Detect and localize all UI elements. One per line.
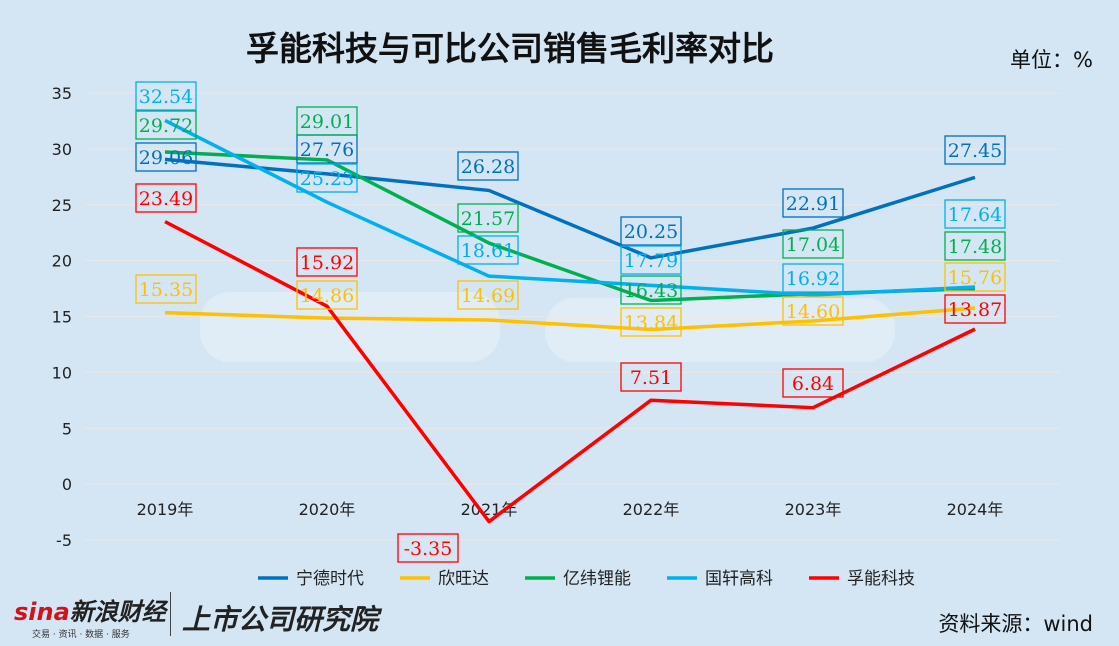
legend-item: 欣旺达 bbox=[438, 569, 489, 589]
data-label-box bbox=[944, 294, 1006, 324]
data-label: 15.76 bbox=[948, 267, 1002, 289]
data-label-box bbox=[296, 280, 358, 310]
data-label-box bbox=[135, 81, 197, 111]
data-label-box bbox=[782, 296, 844, 326]
y-tick-label: 35 bbox=[52, 84, 72, 103]
y-tick-label: 10 bbox=[52, 363, 72, 382]
series-line-宁德时代 bbox=[164, 157, 976, 260]
data-label-box bbox=[296, 106, 358, 136]
data-label: 6.84 bbox=[792, 373, 834, 395]
data-label: 27.76 bbox=[300, 139, 354, 161]
x-tick-label: 2021年 bbox=[461, 500, 518, 519]
data-label: 7.51 bbox=[630, 367, 672, 389]
data-label-box bbox=[296, 247, 358, 277]
institute-logo: 上市公司研究院 bbox=[182, 603, 379, 636]
data-label: 32.54 bbox=[139, 86, 193, 108]
data-label: 16.92 bbox=[786, 268, 840, 290]
y-tick-label: 25 bbox=[52, 196, 72, 215]
data-label: 29.06 bbox=[139, 147, 193, 169]
legend-item: 国轩高科 bbox=[705, 569, 773, 589]
data-label: 17.04 bbox=[786, 234, 840, 256]
data-label: 13.84 bbox=[624, 312, 678, 334]
logo-divider bbox=[170, 592, 171, 636]
data-label-box bbox=[620, 307, 682, 337]
data-label: -3.35 bbox=[404, 538, 453, 560]
data-label-box bbox=[620, 216, 682, 246]
data-label: 17.48 bbox=[948, 236, 1002, 258]
data-label: 17.64 bbox=[948, 204, 1002, 226]
data-label-box bbox=[782, 263, 844, 293]
unit-label: 单位：% bbox=[1010, 48, 1093, 72]
data-label-box bbox=[135, 110, 197, 140]
data-label-box bbox=[620, 275, 682, 305]
data-label: 26.28 bbox=[461, 156, 515, 178]
data-label-box bbox=[397, 533, 459, 563]
data-label: 13.87 bbox=[948, 299, 1002, 321]
x-tick-label: 2024年 bbox=[947, 500, 1004, 519]
data-label-box bbox=[620, 245, 682, 275]
x-tick-label: 2019年 bbox=[137, 500, 194, 519]
data-label-box bbox=[457, 151, 519, 181]
data-label-box bbox=[135, 274, 197, 304]
data-label-box bbox=[135, 183, 197, 213]
legend-item: 宁德时代 bbox=[296, 569, 364, 589]
legend-item: 孚能科技 bbox=[847, 569, 915, 589]
data-label-box bbox=[135, 142, 197, 172]
sina-finance-logo: sina新浪财经 交易 · 资讯 · 数据 · 服务 bbox=[14, 598, 166, 640]
data-label: 14.60 bbox=[786, 301, 840, 323]
data-label: 15.92 bbox=[300, 252, 354, 274]
data-label: 25.23 bbox=[300, 168, 354, 190]
y-tick-label: 5 bbox=[62, 419, 72, 438]
data-label-box bbox=[944, 231, 1006, 261]
data-label: 21.57 bbox=[461, 208, 515, 230]
data-label-box bbox=[944, 199, 1006, 229]
data-label-box bbox=[620, 362, 682, 392]
y-tick-label: 20 bbox=[52, 252, 72, 271]
series-line-欣旺达 bbox=[164, 306, 976, 332]
y-tick-label: 0 bbox=[62, 475, 72, 494]
series-line-孚能科技 bbox=[164, 220, 976, 524]
data-label: 17.79 bbox=[624, 250, 678, 272]
legend-item: 亿纬锂能 bbox=[563, 569, 631, 589]
data-label: 23.49 bbox=[139, 188, 193, 210]
series-line-亿纬锂能 bbox=[164, 150, 976, 303]
x-tick-label: 2020年 bbox=[299, 500, 356, 519]
data-label: 14.69 bbox=[461, 285, 515, 307]
series-line-国轩高科 bbox=[164, 118, 976, 297]
data-label: 14.86 bbox=[300, 285, 354, 307]
source-note: 资料来源：wind bbox=[938, 612, 1093, 636]
chart-title: 孚能科技与可比公司销售毛利率对比 bbox=[246, 29, 774, 68]
x-tick-label: 2022年 bbox=[623, 500, 680, 519]
data-label-box bbox=[457, 235, 519, 265]
data-label: 18.61 bbox=[461, 240, 515, 262]
watermark-institute bbox=[545, 298, 895, 362]
watermark-brand bbox=[200, 292, 500, 362]
data-label-box bbox=[944, 135, 1006, 165]
data-label-box bbox=[944, 262, 1006, 292]
data-label-box bbox=[782, 368, 844, 398]
y-tick-label: -5 bbox=[56, 531, 72, 550]
x-tick-label: 2023年 bbox=[785, 500, 842, 519]
data-label-box bbox=[457, 280, 519, 310]
y-tick-label: 15 bbox=[52, 308, 72, 327]
data-label-box bbox=[457, 203, 519, 233]
data-label-box bbox=[296, 163, 358, 193]
data-label: 29.01 bbox=[300, 111, 354, 133]
data-label: 16.43 bbox=[624, 280, 678, 302]
data-label: 20.25 bbox=[624, 221, 678, 243]
data-label: 22.91 bbox=[786, 193, 840, 215]
data-label: 29.72 bbox=[139, 115, 193, 137]
data-label: 15.35 bbox=[139, 279, 193, 301]
data-label-box bbox=[782, 188, 844, 218]
data-label-box bbox=[782, 229, 844, 259]
data-label: 27.45 bbox=[948, 140, 1002, 162]
y-tick-label: 30 bbox=[52, 140, 72, 159]
